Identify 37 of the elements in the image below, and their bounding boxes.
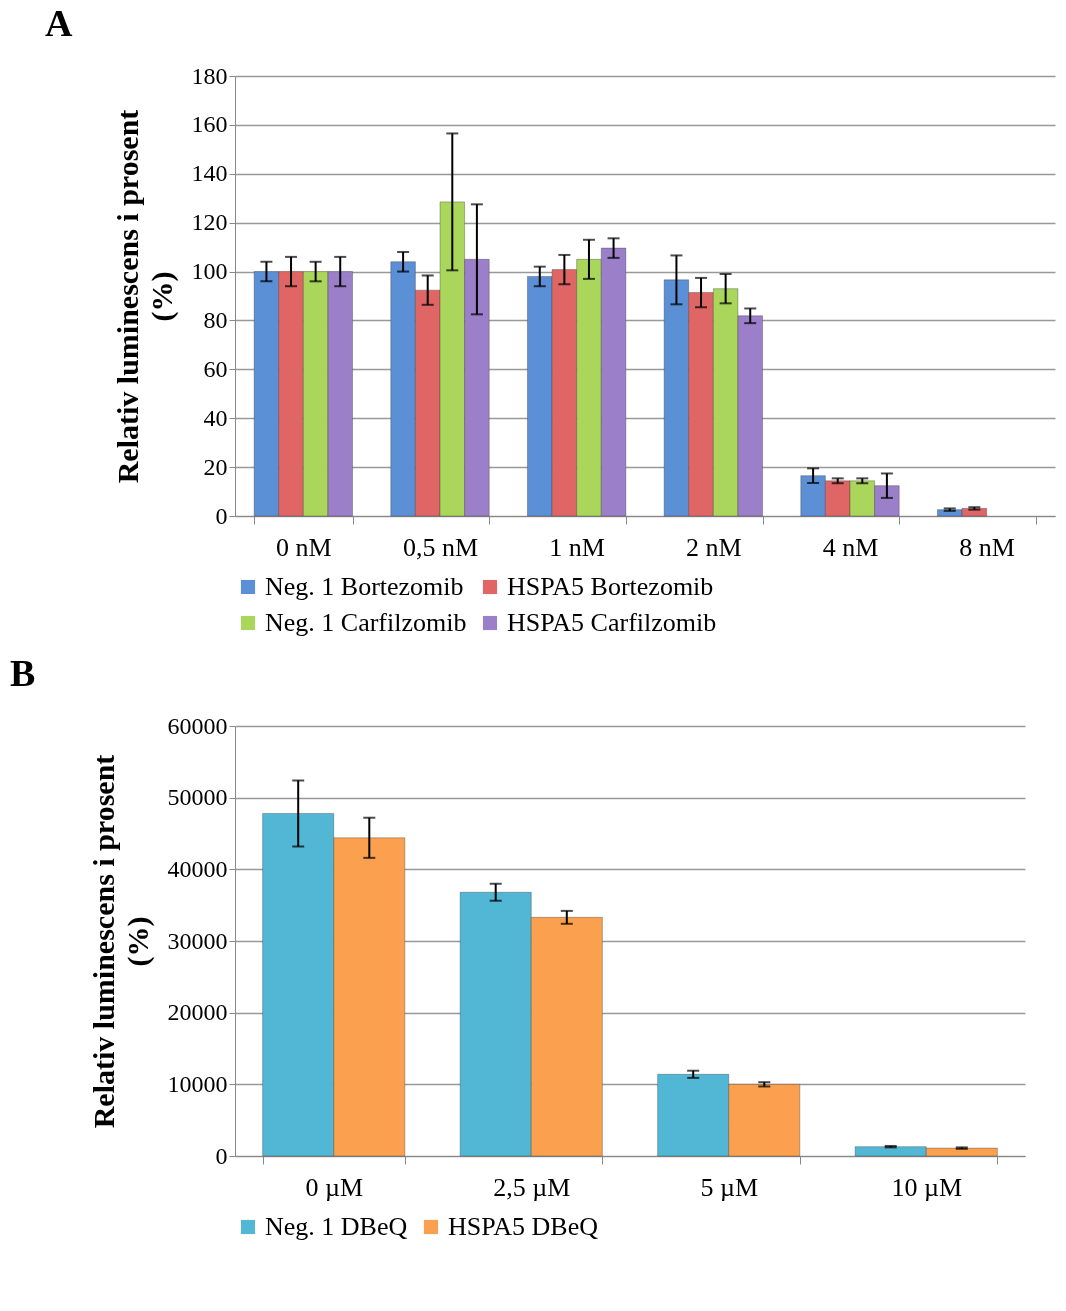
y-axis-title: Relativ luminescens i prosent (%) <box>110 109 179 484</box>
y-tick-label: 180 <box>191 62 228 89</box>
y-tick-label: 10000 <box>167 1070 228 1097</box>
y-tick-label: 50000 <box>167 784 228 811</box>
chart-title: B <box>10 652 36 694</box>
x-tick-label: 0 µM <box>305 1172 364 1202</box>
y-tick-label: 20 <box>203 453 228 480</box>
y-tick-label: 0 <box>215 1142 228 1169</box>
legend-label: Neg. 1 Bortezomib <box>265 572 464 601</box>
chart-title: A <box>45 2 73 44</box>
x-tick-label: 0 nM <box>276 532 332 562</box>
y-tick-label: 30000 <box>167 927 228 954</box>
y-tick-label: 160 <box>191 111 228 138</box>
x-tick-label: 2,5 µM <box>493 1172 571 1202</box>
y-tick-label: 80 <box>203 306 228 333</box>
legend-label: HSPA5 Bortezomib <box>507 572 714 601</box>
y-tick-label: 0 <box>215 502 228 529</box>
y-tick-label: 60 <box>203 355 228 382</box>
y-tick-label: 40000 <box>167 855 228 882</box>
x-tick-label: 8 nM <box>959 532 1015 562</box>
y-tick-label: 20000 <box>167 999 228 1026</box>
x-tick-label: 5 µM <box>700 1172 759 1202</box>
legend-label: Neg. 1 Carfilzomib <box>265 608 467 637</box>
y-axis-title: Relativ luminescens i prosent (%) <box>86 754 155 1129</box>
legend-label: HSPA5 Carfilzomib <box>507 608 717 637</box>
x-tick-label: 10 µM <box>891 1172 963 1202</box>
x-tick-label: 0,5 nM <box>402 532 479 562</box>
y-tick-label: 100 <box>191 258 228 285</box>
legend-label: Neg. 1 DBeQ <box>265 1212 408 1241</box>
y-tick-label: 60000 <box>167 712 228 739</box>
y-tick-label: 140 <box>191 160 228 187</box>
x-tick-label: 4 nM <box>822 532 879 562</box>
x-tick-label: 1 nM <box>549 532 605 562</box>
y-tick-label: 40 <box>203 404 228 431</box>
x-tick-label: 2 nM <box>686 532 742 562</box>
legend-label: HSPA5 DBeQ <box>448 1212 599 1241</box>
y-tick-label: 120 <box>191 209 228 236</box>
